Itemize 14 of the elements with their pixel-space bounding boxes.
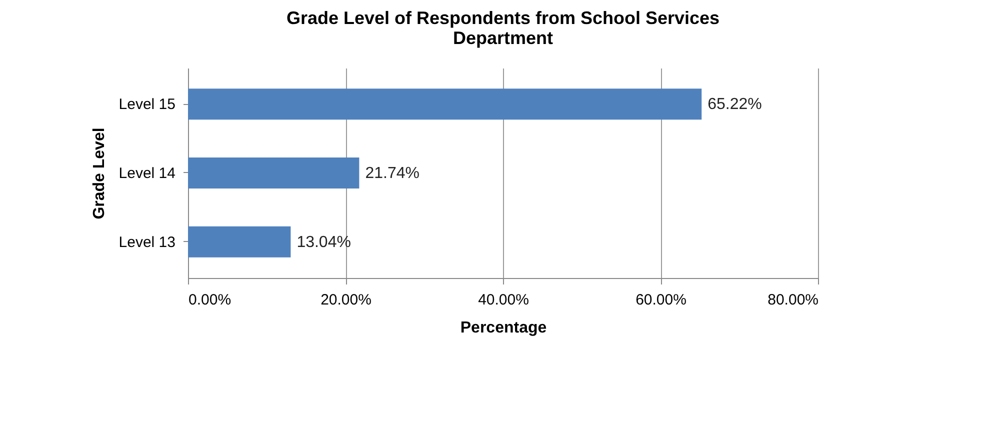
x-tick-label: 0.00%: [188, 292, 232, 308]
y-tick-label: Level 14: [118, 165, 176, 182]
x-tick-label: 20.00%: [320, 292, 372, 308]
chart-title: Grade Level of Respondents from School Services Department: [286, 8, 720, 48]
data-label: 21.74%: [365, 165, 420, 182]
x-axis-title: Percentage: [460, 320, 547, 336]
y-axis-title: Grade Level: [90, 128, 108, 220]
data-label: 65.22%: [708, 96, 762, 114]
x-tick-label: 40.00%: [478, 292, 529, 308]
x-tick-label: 60.00%: [636, 292, 686, 308]
data-label: 13.04%: [296, 234, 351, 251]
y-tick-label: Level 13: [118, 234, 176, 251]
y-tick-label: Level 15: [118, 96, 176, 114]
x-tick-label: 80.00%: [768, 292, 818, 308]
